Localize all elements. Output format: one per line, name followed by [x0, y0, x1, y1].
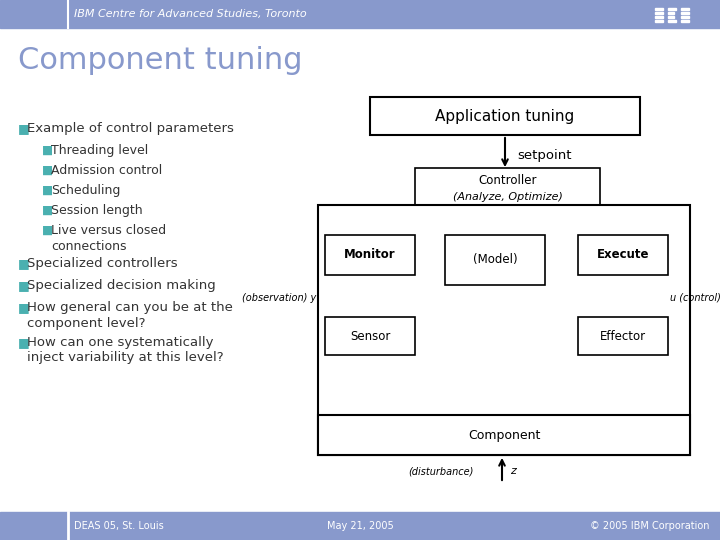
FancyArrowPatch shape: [415, 208, 442, 252]
Text: ■: ■: [18, 336, 30, 349]
Bar: [318, 415, 690, 455]
Text: Example of control parameters: Example of control parameters: [27, 122, 234, 135]
Bar: [325, 317, 415, 355]
Text: Monitor: Monitor: [344, 248, 396, 261]
Text: Effector: Effector: [600, 329, 646, 342]
Text: Specialized decision making: Specialized decision making: [27, 279, 216, 292]
Text: ■: ■: [42, 144, 53, 157]
Bar: [415, 168, 600, 210]
Text: May 21, 2005: May 21, 2005: [327, 521, 393, 531]
Text: Component tuning: Component tuning: [18, 46, 302, 75]
Text: DEAS 05, St. Louis: DEAS 05, St. Louis: [74, 521, 163, 531]
Text: ■: ■: [18, 257, 30, 270]
Text: Sensor: Sensor: [350, 329, 390, 342]
Text: Component: Component: [468, 429, 540, 442]
Text: ■: ■: [42, 184, 53, 197]
Bar: [681, 19, 689, 22]
Bar: [0, 512, 720, 540]
Bar: [655, 8, 663, 10]
Text: (Model): (Model): [473, 253, 517, 267]
Bar: [668, 19, 676, 22]
Text: (disturbance): (disturbance): [409, 466, 474, 476]
Text: ■: ■: [18, 279, 30, 292]
Text: Session length: Session length: [51, 204, 143, 217]
Text: Specialized controllers: Specialized controllers: [27, 257, 178, 270]
FancyArrowPatch shape: [553, 211, 585, 247]
Bar: [655, 16, 663, 18]
Text: Execute: Execute: [597, 248, 649, 261]
Text: Admission control: Admission control: [51, 164, 162, 177]
Text: ■: ■: [18, 301, 30, 314]
Bar: [668, 16, 674, 18]
Text: setpoint: setpoint: [517, 148, 572, 161]
Bar: [370, 97, 640, 135]
Text: IBM Centre for Advanced Studies, Toronto: IBM Centre for Advanced Studies, Toronto: [74, 9, 307, 19]
Bar: [578, 235, 668, 275]
Text: ■: ■: [42, 164, 53, 177]
Bar: [681, 8, 689, 10]
Bar: [318, 205, 690, 455]
Bar: [668, 8, 676, 10]
Bar: [655, 19, 663, 22]
Text: How general can you be at the
component level?: How general can you be at the component …: [27, 301, 233, 329]
Text: Threading level: Threading level: [51, 144, 148, 157]
Text: u (control): u (control): [670, 293, 720, 303]
Bar: [681, 16, 689, 18]
Text: (Analyze, Optimize): (Analyze, Optimize): [453, 192, 562, 202]
Bar: [0, 0, 720, 28]
Bar: [578, 317, 668, 355]
Bar: [681, 11, 689, 14]
Text: ■: ■: [18, 122, 30, 135]
Text: Live versus closed
connections: Live versus closed connections: [51, 224, 166, 253]
Text: How can one systematically
inject variability at this level?: How can one systematically inject variab…: [27, 336, 224, 364]
Text: © 2005 IBM Corporation: © 2005 IBM Corporation: [590, 521, 710, 531]
Text: z: z: [510, 466, 516, 476]
Text: Controller: Controller: [478, 173, 536, 186]
Text: Scheduling: Scheduling: [51, 184, 120, 197]
Bar: [668, 11, 674, 14]
Text: Application tuning: Application tuning: [436, 109, 575, 124]
Text: ■: ■: [42, 224, 53, 237]
Text: (observation) y: (observation) y: [242, 293, 316, 303]
Bar: [445, 235, 545, 285]
Text: ■: ■: [42, 204, 53, 217]
Bar: [655, 11, 663, 14]
Bar: [325, 235, 415, 275]
